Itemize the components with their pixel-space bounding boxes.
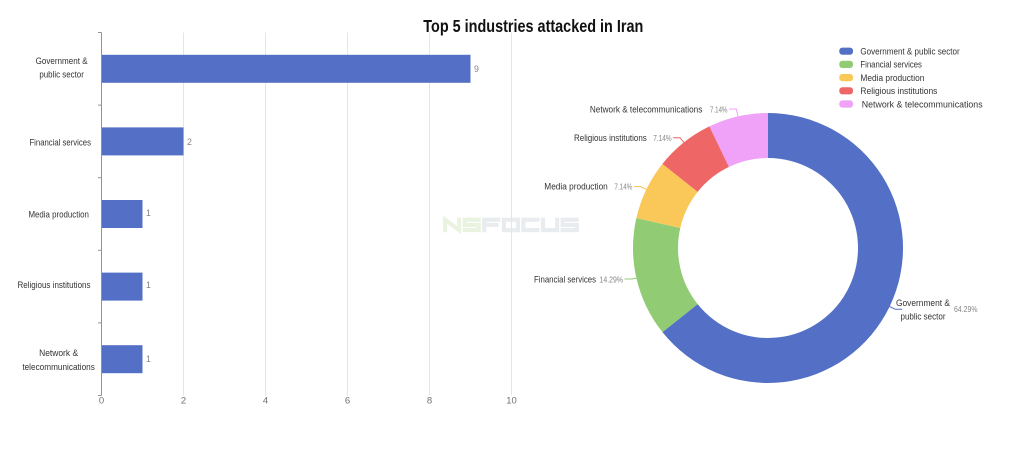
svg-text:4: 4	[263, 395, 268, 406]
svg-text:Financial services: Financial services	[860, 60, 922, 70]
svg-text:2: 2	[181, 395, 186, 406]
svg-text:Media production: Media production	[28, 209, 89, 219]
svg-text:public sector: public sector	[39, 70, 84, 80]
svg-text:Religious institutions: Religious institutions	[860, 86, 937, 96]
svg-text:8: 8	[427, 395, 432, 406]
svg-text:Media production: Media production	[860, 73, 924, 83]
svg-text:Government &: Government &	[36, 56, 89, 66]
svg-text:1: 1	[146, 354, 151, 364]
svg-text:Media production: Media production	[544, 181, 608, 191]
svg-text:Religious institutions: Religious institutions	[574, 133, 647, 143]
svg-text:9: 9	[474, 64, 479, 74]
svg-text:telecommunications: telecommunications	[22, 362, 95, 372]
svg-text:Financial services: Financial services	[534, 274, 596, 284]
svg-text:Top 5 industries attacked in I: Top 5 industries attacked in Iran	[423, 16, 643, 36]
svg-text:Network & telecommunications: Network & telecommunications	[862, 99, 983, 109]
svg-text:Network & telecommunications: Network & telecommunications	[590, 104, 703, 114]
svg-text:1: 1	[146, 280, 151, 290]
svg-text:Government &: Government &	[896, 298, 951, 308]
svg-text:64.29%: 64.29%	[954, 304, 978, 314]
svg-text:0: 0	[99, 395, 104, 406]
svg-text:public sector: public sector	[901, 311, 946, 321]
svg-text:7.14%: 7.14%	[653, 133, 672, 143]
svg-text:14.29%: 14.29%	[600, 274, 624, 284]
svg-text:7.14%: 7.14%	[614, 181, 632, 191]
svg-text:Religious institutions: Religious institutions	[18, 280, 91, 290]
svg-text:1: 1	[146, 208, 151, 218]
svg-text:6: 6	[345, 395, 350, 406]
svg-text:Government & public sector: Government & public sector	[860, 47, 959, 57]
svg-text:Network &: Network &	[39, 348, 79, 358]
svg-text:Financial services: Financial services	[29, 137, 91, 147]
svg-text:7.14%: 7.14%	[710, 104, 728, 114]
svg-text:2: 2	[187, 137, 192, 147]
svg-text:10: 10	[506, 395, 517, 406]
